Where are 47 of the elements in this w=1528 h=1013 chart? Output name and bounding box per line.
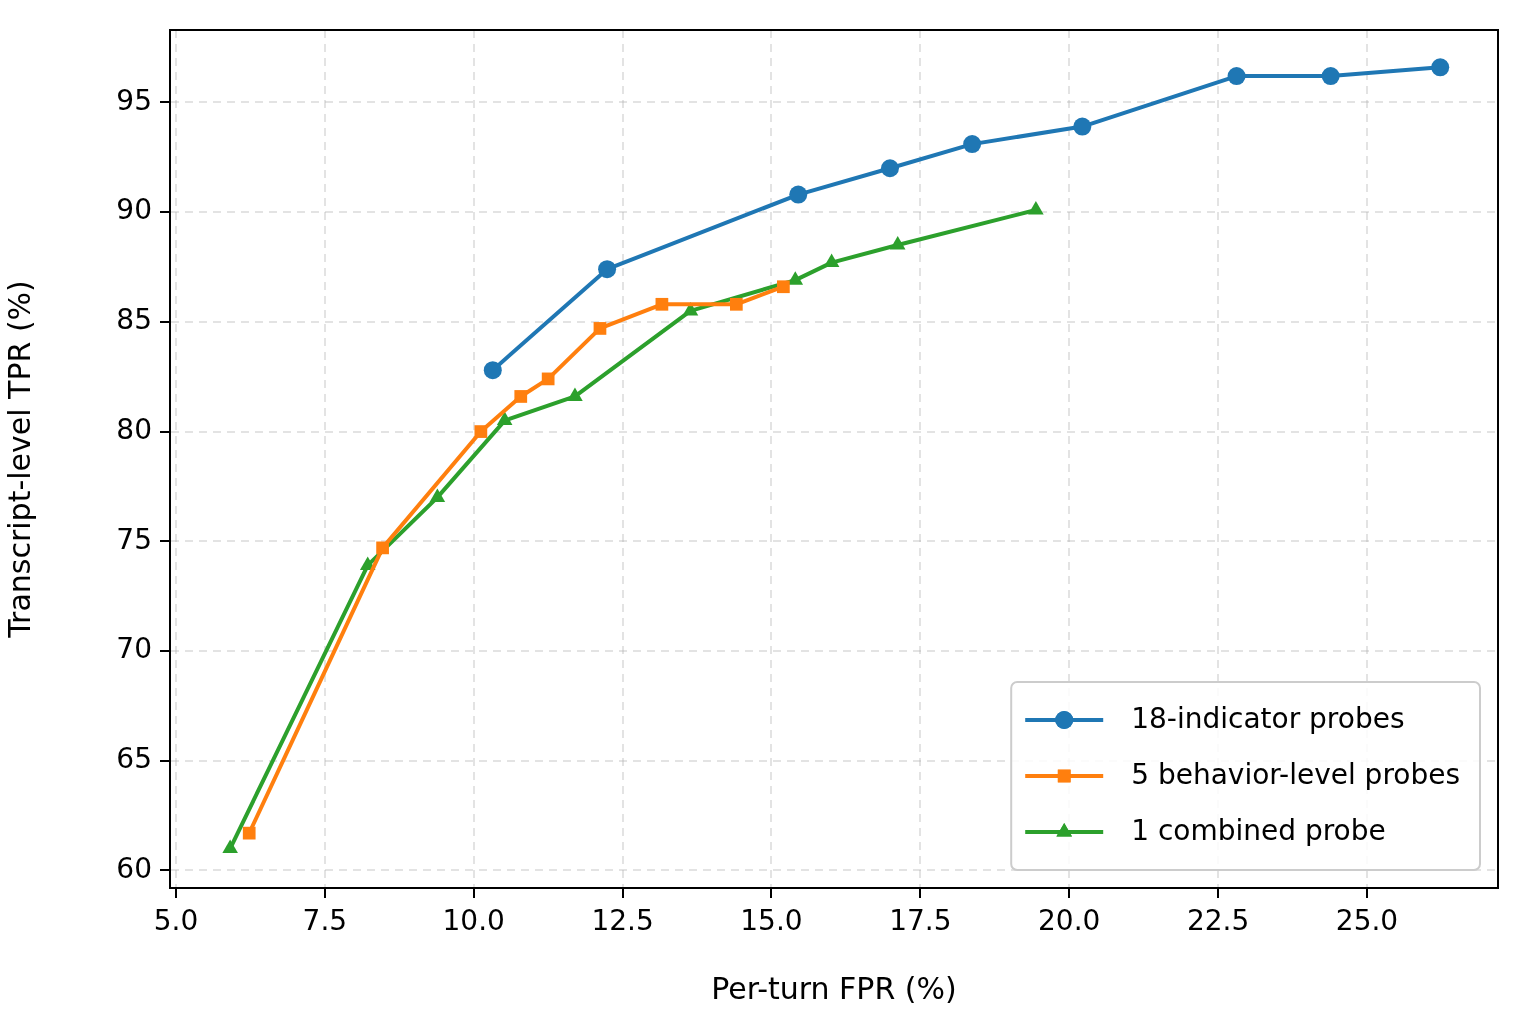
y-tick-label: 65 (116, 742, 152, 776)
point (880, 159, 899, 178)
y-tick-label: 95 (116, 83, 152, 117)
point (598, 260, 617, 279)
point (222, 839, 238, 853)
y-tick-label: 90 (116, 193, 152, 227)
point (496, 411, 513, 426)
y-tick-label: 80 (116, 412, 152, 446)
x-axis-title: Per-turn FPR (%) (711, 970, 957, 1006)
y-tick-label: 60 (116, 851, 152, 885)
x-tick-label: 15.0 (740, 904, 803, 938)
legend-label: 5 behavior-level probes (1131, 758, 1460, 792)
x-tick-label: 5.0 (153, 904, 199, 938)
x-tick-label: 7.5 (302, 904, 348, 938)
point (483, 361, 502, 380)
y-axis-title: Transcript-level TPR (%) (1, 280, 37, 639)
point (789, 185, 808, 204)
point (889, 236, 906, 250)
x-tick-label: 17.5 (889, 904, 952, 938)
point (777, 280, 790, 294)
point (593, 322, 607, 335)
point (567, 387, 583, 401)
x-tick-label: 12.5 (591, 904, 654, 938)
point (242, 826, 256, 840)
x-tick-label: 10.0 (442, 904, 505, 938)
point (514, 390, 528, 403)
point (823, 253, 840, 268)
point (1227, 67, 1246, 86)
point (1321, 67, 1340, 86)
point (729, 297, 743, 311)
point (429, 488, 446, 502)
x-tick-label: 22.5 (1186, 904, 1250, 938)
legend-label: 1 combined probe (1131, 814, 1386, 848)
point (376, 541, 389, 555)
y-tick-label: 85 (116, 303, 152, 337)
legend-label: 18-indicator probes (1131, 702, 1405, 736)
y-tick-label: 75 (116, 522, 152, 556)
point (787, 271, 804, 285)
point (1431, 58, 1450, 77)
x-tick-label: 20.0 (1038, 904, 1101, 938)
x-tick-label: 25.0 (1335, 904, 1399, 938)
point (1073, 117, 1092, 136)
point (963, 135, 982, 154)
point (655, 297, 669, 311)
point (474, 425, 488, 438)
y-tick-label: 70 (116, 632, 152, 666)
point (541, 372, 555, 386)
